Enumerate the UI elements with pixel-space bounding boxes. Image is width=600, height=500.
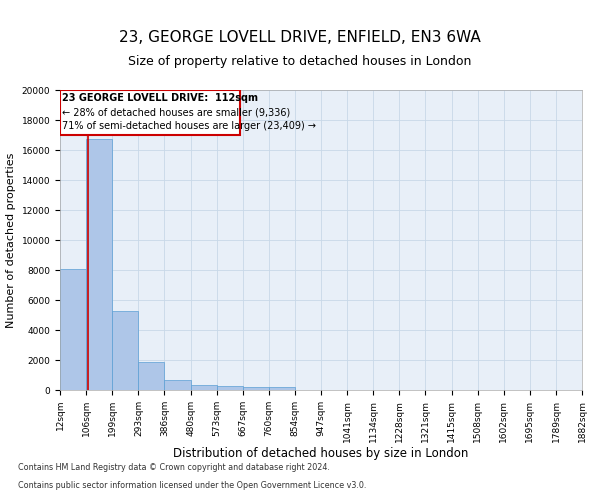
Bar	[164, 380, 191, 390]
Text: Contains public sector information licensed under the Open Government Licence v3: Contains public sector information licen…	[18, 481, 367, 490]
Bar	[191, 385, 217, 390]
Bar	[139, 362, 164, 390]
Text: Contains HM Land Registry data © Crown copyright and database right 2024.: Contains HM Land Registry data © Crown c…	[18, 464, 330, 472]
X-axis label: Distribution of detached houses by size in London: Distribution of detached houses by size …	[173, 448, 469, 460]
Text: 23 GEORGE LOVELL DRIVE:  112sqm: 23 GEORGE LOVELL DRIVE: 112sqm	[62, 93, 258, 103]
Y-axis label: Number of detached properties: Number of detached properties	[6, 152, 16, 328]
Bar	[60, 268, 86, 390]
Bar	[86, 140, 112, 390]
Bar	[243, 387, 269, 390]
FancyBboxPatch shape	[60, 90, 241, 135]
Text: ← 28% of detached houses are smaller (9,336): ← 28% of detached houses are smaller (9,…	[62, 107, 290, 117]
Bar	[269, 388, 295, 390]
Text: Size of property relative to detached houses in London: Size of property relative to detached ho…	[128, 54, 472, 68]
Bar	[112, 310, 139, 390]
Bar	[217, 386, 243, 390]
Text: 71% of semi-detached houses are larger (23,409) →: 71% of semi-detached houses are larger (…	[62, 121, 316, 131]
Text: 23, GEORGE LOVELL DRIVE, ENFIELD, EN3 6WA: 23, GEORGE LOVELL DRIVE, ENFIELD, EN3 6W…	[119, 30, 481, 45]
